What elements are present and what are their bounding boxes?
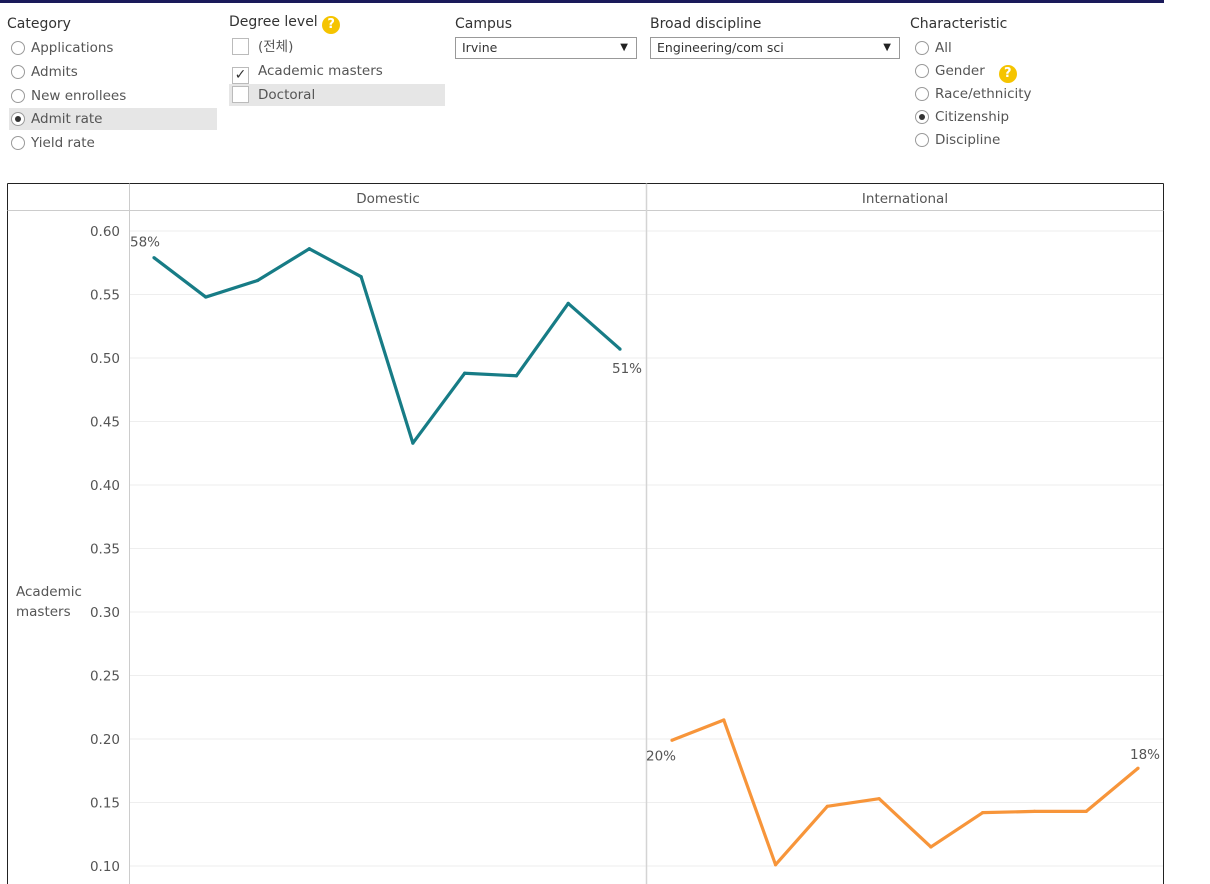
- radio-button-icon[interactable]: [915, 41, 929, 55]
- data-point: [618, 347, 622, 351]
- category-option-admit-rate[interactable]: Admit rate: [9, 108, 217, 131]
- radio-button-icon[interactable]: [915, 110, 929, 124]
- characteristic-option-label: Citizenship: [935, 109, 1010, 125]
- characteristic-option-label: Gender: [935, 63, 985, 79]
- data-point: [1032, 809, 1037, 813]
- y-tick-label: 0.60: [90, 224, 120, 240]
- y-tick-label: 0.20: [90, 732, 120, 748]
- category-option-label: Yield rate: [31, 135, 95, 152]
- data-point: [877, 797, 881, 801]
- degree-option-label: Doctoral: [258, 87, 316, 103]
- campus-dropdown[interactable]: Irvine ▼: [455, 37, 637, 59]
- category-option-label: New enrollees: [31, 87, 127, 104]
- category-option-yield-rate[interactable]: Yield rate: [9, 132, 217, 154]
- data-point: [981, 811, 985, 815]
- characteristic-option-label: Discipline: [935, 132, 1001, 148]
- characteristic-option-all[interactable]: All: [915, 37, 952, 59]
- checkbox-icon[interactable]: [232, 38, 249, 55]
- characteristic-option-gender[interactable]: Gender?: [915, 60, 1017, 83]
- radio-button-icon[interactable]: [11, 41, 25, 55]
- data-point: [929, 845, 933, 849]
- data-point: [722, 718, 726, 722]
- data-point: [463, 371, 467, 375]
- data-point: [1084, 809, 1088, 813]
- broad-discipline-dropdown-value: Engineering/com sci: [657, 40, 784, 55]
- characteristic-option-label: Race/ethnicity: [935, 86, 1032, 102]
- degree-option-academic-masters[interactable]: ✓ Academic masters: [229, 60, 445, 84]
- campus-title: Campus: [455, 16, 513, 32]
- radio-button-icon[interactable]: [11, 136, 25, 151]
- panel-header-international: International: [862, 191, 948, 207]
- data-point: [514, 374, 519, 378]
- series-line-international: [671, 718, 1140, 867]
- degree-level-title: Degree level ?: [229, 14, 341, 34]
- chevron-down-icon: ▼: [620, 42, 628, 53]
- degree-level-help-icon[interactable]: ?: [322, 16, 341, 34]
- series-line-domestic: [153, 247, 622, 445]
- checkbox-checked-icon[interactable]: ✓: [232, 67, 249, 84]
- end-value-label: 51%: [612, 361, 642, 377]
- category-option-label: Applications: [31, 40, 114, 56]
- characteristic-option-label: All: [935, 40, 952, 56]
- data-point: [359, 275, 363, 279]
- data-point: [307, 247, 311, 251]
- data-point: [825, 804, 829, 808]
- y-tick-label: 0.25: [90, 669, 120, 685]
- degree-option-doctoral[interactable]: Doctoral: [229, 84, 445, 106]
- data-point: [411, 441, 415, 445]
- data-point: [1136, 766, 1140, 770]
- y-tick-label: 0.30: [90, 605, 120, 621]
- end-value-label: 18%: [1130, 747, 1160, 763]
- data-point: [773, 863, 778, 867]
- y-tick-label: 0.15: [90, 796, 120, 812]
- start-value-label: 20%: [646, 748, 676, 764]
- radio-button-icon[interactable]: [915, 133, 929, 147]
- campus-dropdown-value: Irvine: [462, 40, 498, 55]
- data-point: [670, 738, 674, 742]
- gender-help-icon[interactable]: ?: [998, 65, 1017, 83]
- radio-button-icon[interactable]: [11, 64, 25, 79]
- broad-discipline-title: Broad discipline: [650, 16, 762, 32]
- data-point: [255, 278, 260, 283]
- category-option-applications[interactable]: Applications: [9, 37, 217, 59]
- y-tick-label: 0.10: [90, 859, 120, 875]
- category-option-label: Admits: [31, 63, 78, 80]
- characteristic-option-discipline[interactable]: Discipline: [915, 129, 1000, 151]
- y-tick-label: 0.35: [90, 542, 120, 558]
- y-tick-label: 0.50: [90, 351, 120, 367]
- radio-button-icon[interactable]: [11, 88, 25, 103]
- category-option-new-enrollees[interactable]: New enrollees: [9, 85, 217, 107]
- panel-header-domestic: Domestic: [356, 191, 420, 207]
- degree-option-label: (전체): [258, 39, 294, 55]
- radio-button-icon[interactable]: [915, 64, 929, 78]
- row-label: Academic masters: [16, 584, 82, 620]
- category-option-admits[interactable]: Admits: [9, 61, 217, 83]
- row-label-line: masters: [16, 604, 71, 620]
- y-tick-label: 0.45: [90, 415, 120, 431]
- characteristic-title: Characteristic: [910, 16, 1008, 32]
- dashboard-top-bar: [0, 0, 1164, 3]
- degree-option-label: Academic masters: [258, 63, 383, 79]
- category-option-label: Admit rate: [31, 111, 103, 128]
- category-title: Category: [7, 16, 71, 32]
- checkbox-icon[interactable]: [232, 86, 249, 103]
- start-value-label: 58%: [130, 235, 160, 251]
- chevron-down-icon: ▼: [883, 42, 891, 53]
- y-tick-label: 0.55: [90, 288, 120, 304]
- data-point: [566, 301, 570, 305]
- broad-discipline-dropdown[interactable]: Engineering/com sci ▼: [650, 37, 900, 59]
- data-point: [204, 295, 208, 299]
- radio-button-icon[interactable]: [915, 87, 929, 101]
- radio-button-icon[interactable]: [11, 112, 25, 127]
- data-point: [152, 256, 156, 260]
- characteristic-option-citizenship[interactable]: Citizenship: [915, 106, 1009, 128]
- row-label-line: Academic: [16, 584, 82, 600]
- degree-option-all[interactable]: (전체): [229, 36, 445, 58]
- degree-level-label: Degree level: [229, 14, 318, 30]
- characteristic-option-race-ethnicity[interactable]: Race/ethnicity: [915, 83, 1032, 105]
- y-tick-label: 0.40: [90, 478, 120, 494]
